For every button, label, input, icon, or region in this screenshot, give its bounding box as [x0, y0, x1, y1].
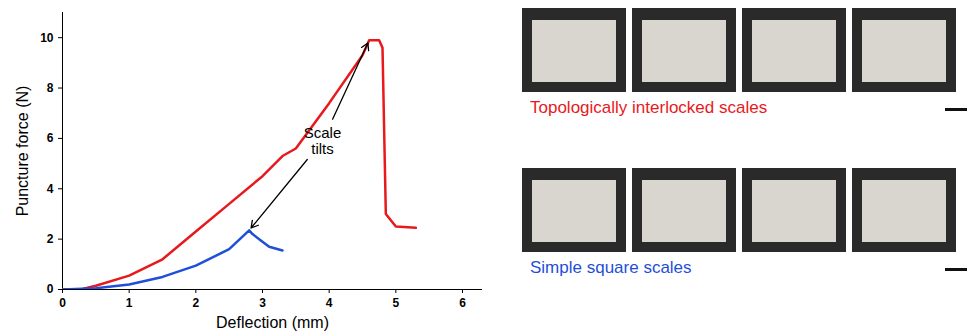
svg-text:1: 1: [126, 296, 133, 310]
svg-text:2: 2: [47, 232, 54, 246]
svg-text:8: 8: [47, 81, 54, 95]
html-text:Simple square scales: Simple square scales: [530, 258, 692, 277]
svg-text:Puncture force (N): Puncture force (N): [14, 86, 31, 217]
svg-text:4: 4: [326, 296, 333, 310]
svg-text:2: 2: [192, 296, 199, 310]
svg-text:0: 0: [59, 296, 66, 310]
svg-text:3: 3: [259, 296, 266, 310]
svg-text:5: 5: [392, 296, 399, 310]
svg-text:10: 10: [40, 31, 54, 45]
svg-text:0: 0: [47, 282, 54, 296]
html-text:Topologically interlocked scal: Topologically interlocked scales: [530, 98, 768, 117]
svg-text:Deflection (mm): Deflection (mm): [216, 314, 329, 331]
svg-text:4: 4: [47, 182, 54, 196]
svg-text:6: 6: [47, 131, 54, 145]
svg-text:Scaletilts: Scaletilts: [304, 124, 342, 158]
svg-text:6: 6: [459, 296, 466, 310]
